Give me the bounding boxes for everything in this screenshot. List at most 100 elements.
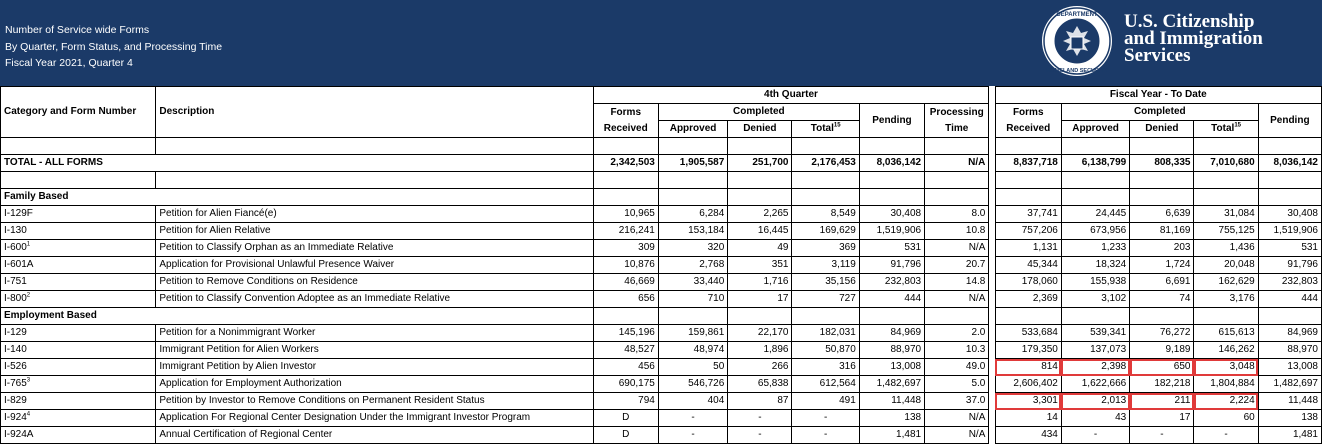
ytd-value: 3,301 (994, 392, 1062, 410)
table-row: I-526 Immigrant Petition by Alien Investo… (0, 358, 1322, 376)
form-number: I-829 (0, 392, 157, 410)
spacer-cell (1060, 137, 1131, 155)
total-ytd-value: 7,010,680 (1193, 154, 1259, 172)
quarter-value: 16,445 (727, 222, 793, 240)
report-header: Number of Service wide Forms By Quarter,… (0, 0, 1322, 86)
processing-time: N/A (924, 290, 990, 308)
title-line-2: By Quarter, Form Status, and Processing … (5, 40, 223, 53)
form-description: Petition for Alien Relative (155, 222, 594, 240)
quarter-value: 656 (592, 290, 659, 308)
svg-text:DEPARTMENT: DEPARTMENT (1056, 12, 1098, 18)
ytd-value: 30,408 (1257, 205, 1322, 223)
q-completed-header: Completed (657, 103, 860, 121)
processing-time: 10.8 (924, 222, 990, 240)
quarter-value: 50,870 (791, 341, 860, 359)
col-category-header: Category and Form Number (0, 86, 157, 138)
ytd-value: 434 (994, 426, 1062, 444)
table-cell (1257, 188, 1322, 206)
title-line-1: Number of Service wide Forms (5, 24, 150, 36)
quarter-group-header: 4th Quarter (592, 86, 990, 104)
ytd-value: 3,048 (1193, 358, 1259, 376)
form-description: Immigrant Petition for Alien Workers (155, 341, 594, 359)
ytd-value: 2,398 (1060, 358, 1131, 376)
quarter-value: 266 (727, 358, 793, 376)
spacer-row (0, 171, 1322, 189)
quarter-value: 404 (657, 392, 729, 410)
quarter-value: 8,549 (791, 205, 860, 223)
spacer-cell (1257, 137, 1322, 155)
svg-text:HOMELAND SECURITY: HOMELAND SECURITY (1046, 68, 1107, 74)
ytd-value: 18,324 (1060, 256, 1131, 274)
table-cell (791, 307, 860, 325)
ytd-value: 146,262 (1193, 341, 1259, 359)
form-code: I-829 (4, 395, 27, 406)
spacer-cell (791, 171, 860, 189)
spacer-cell (924, 137, 990, 155)
spacer-cell (858, 137, 926, 155)
processing-time: 5.0 (924, 375, 990, 393)
form-number: I-751 (0, 273, 157, 291)
quarter-value: 30,408 (858, 205, 926, 223)
table-row: I-6001 Petition to Classify Orphan as an … (0, 239, 1322, 257)
table-row: I-7653 Application for Employment Authori… (0, 375, 1322, 393)
quarter-value: 10,876 (592, 256, 659, 274)
ytd-value: 17 (1129, 409, 1195, 427)
table-row: I-129F Petition for Alien Fiancé(e) 10,965… (0, 205, 1322, 223)
spacer-cell (727, 137, 793, 155)
ytd-value: - (1129, 426, 1195, 444)
spacer-cell (0, 171, 157, 189)
quarter-value: 1,481 (858, 426, 926, 444)
ytd-value: 182,218 (1129, 375, 1195, 393)
quarter-value: 794 (592, 392, 659, 410)
quarter-value: 159,861 (657, 324, 729, 342)
ytd-value: 155,938 (1060, 273, 1131, 291)
quarter-value: 1,519,906 (858, 222, 926, 240)
ytd-value: 60 (1193, 409, 1259, 427)
ytd-value: 43 (1060, 409, 1131, 427)
ytd-approved-header: Approved (1060, 120, 1131, 138)
spacer-cell (592, 171, 659, 189)
ytd-pending-header: Pending (1257, 103, 1322, 138)
quarter-value: 3,119 (791, 256, 860, 274)
processing-time: N/A (924, 409, 990, 427)
quarter-value: - (727, 426, 793, 444)
form-code: I-129 (4, 327, 27, 338)
spacer-cell (1129, 137, 1195, 155)
total-ytd-value: 8,837,718 (994, 154, 1062, 172)
table-row: I-140 Immigrant Petition for Alien Worker… (0, 341, 1322, 359)
ytd-completed-header: Completed (1060, 103, 1259, 121)
form-code: I-924A (4, 429, 34, 440)
quarter-value: 232,803 (858, 273, 926, 291)
q-received-header: Forms Received (592, 103, 659, 138)
ytd-value: 81,169 (1129, 222, 1195, 240)
ytd-value: 11,448 (1257, 392, 1322, 410)
form-description: Petition to Classify Convention Adoptee … (155, 290, 594, 308)
ytd-value: 650 (1129, 358, 1195, 376)
ytd-value: 203 (1129, 239, 1195, 257)
quarter-value: D (592, 409, 659, 427)
table-cell (994, 307, 1062, 325)
ytd-value: 444 (1257, 290, 1322, 308)
spacer-cell (791, 137, 860, 155)
spacer-cell (1060, 171, 1131, 189)
ytd-value: 45,344 (994, 256, 1062, 274)
quarter-value: 6,284 (657, 205, 729, 223)
ytd-value: 137,073 (1060, 341, 1131, 359)
quarter-value: 48,974 (657, 341, 729, 359)
quarter-value: 87 (727, 392, 793, 410)
ytd-value: 2,606,402 (994, 375, 1062, 393)
ytd-value: 2,013 (1060, 392, 1131, 410)
section-header-row: Family Based (0, 188, 1322, 206)
ytd-value: 162,629 (1193, 273, 1259, 291)
ytd-value: - (1060, 426, 1131, 444)
forms-table: Category and Form Number Description 4th… (0, 86, 1322, 444)
processing-time: 37.0 (924, 392, 990, 410)
table-cell (1060, 188, 1131, 206)
table-cell (994, 188, 1062, 206)
processing-time: 14.8 (924, 273, 990, 291)
quarter-value: 320 (657, 239, 729, 257)
form-code: I-765 (4, 378, 27, 389)
ytd-value: 37,741 (994, 205, 1062, 223)
quarter-value: 33,440 (657, 273, 729, 291)
spacer-cell (1193, 137, 1259, 155)
